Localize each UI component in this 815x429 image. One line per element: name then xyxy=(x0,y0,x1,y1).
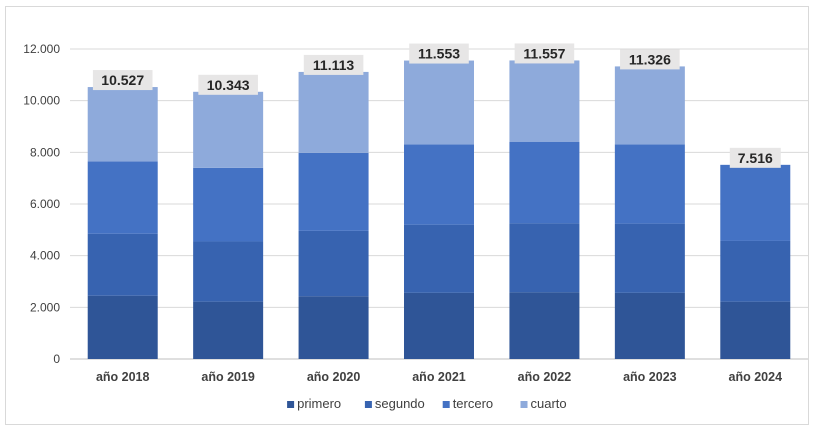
y-tick-label: 12.000 xyxy=(23,42,60,56)
bar-segment-segundo xyxy=(509,223,580,293)
total-label: 11.113 xyxy=(313,57,354,73)
total-label-box xyxy=(409,43,469,64)
bar-segment-cuarto xyxy=(87,87,158,162)
legend-label: segundo xyxy=(375,396,425,411)
bar-segment-primero xyxy=(404,292,474,359)
legend-label: cuarto xyxy=(531,396,567,411)
y-tick-label: 8.000 xyxy=(30,145,60,159)
legend-label: tercero xyxy=(453,396,493,411)
legend-swatch-tercero xyxy=(442,401,450,408)
total-label: 7.516 xyxy=(738,150,773,166)
total-label-box xyxy=(729,147,781,168)
bar-segment-cuarto xyxy=(298,71,369,153)
legend-label: primero xyxy=(297,396,341,411)
bar-segment-primero xyxy=(509,292,580,359)
bar-segment-primero xyxy=(298,296,369,359)
bar-segment-tercero xyxy=(87,161,158,234)
total-label-box xyxy=(514,43,575,64)
x-category-label: año 2024 xyxy=(729,370,783,384)
total-label: 10.527 xyxy=(101,72,144,88)
y-tick-label: 10.000 xyxy=(23,94,60,108)
y-tick-label: 2.000 xyxy=(30,300,60,314)
bar-segment-tercero xyxy=(509,142,580,224)
y-tick-label: 0 xyxy=(53,352,60,366)
bar-segment-cuarto xyxy=(404,60,474,145)
total-label-box xyxy=(198,74,258,95)
bar-segment-primero xyxy=(720,301,791,359)
x-category-label: año 2020 xyxy=(307,370,361,384)
total-label: 11.553 xyxy=(418,46,460,62)
bar-segment-tercero xyxy=(614,144,685,224)
x-category-label: año 2023 xyxy=(623,370,677,384)
bar-segment-cuarto xyxy=(614,66,685,145)
bar-segment-segundo xyxy=(614,223,685,293)
y-tick-label: 6.000 xyxy=(30,197,60,211)
x-category-label: año 2018 xyxy=(96,370,150,384)
total-label: 10.343 xyxy=(207,77,250,93)
y-tick-label: 4.000 xyxy=(30,249,60,263)
bar-segment-segundo xyxy=(298,230,369,297)
bar-segment-tercero xyxy=(193,167,264,242)
bar-segment-tercero xyxy=(298,152,369,231)
total-label: 11.326 xyxy=(629,51,671,67)
bar-segment-tercero xyxy=(404,144,474,225)
total-label-box xyxy=(92,70,153,91)
bar-segment-primero xyxy=(87,295,158,359)
x-category-label: año 2022 xyxy=(518,370,572,384)
bar-segment-primero xyxy=(614,292,685,359)
bar-segment-segundo xyxy=(720,240,791,302)
legend-swatch-primero xyxy=(287,401,295,408)
x-category-label: año 2021 xyxy=(412,370,466,384)
bar-segment-cuarto xyxy=(509,60,580,142)
bar-segment-segundo xyxy=(193,241,264,302)
total-label-box xyxy=(620,49,680,70)
x-category-label: año 2019 xyxy=(201,370,255,384)
bar-segment-segundo xyxy=(87,233,158,296)
bar-segment-segundo xyxy=(404,224,474,293)
bar-segment-primero xyxy=(193,301,264,359)
bar-segment-tercero xyxy=(720,164,791,241)
bar-segment-cuarto xyxy=(193,91,264,168)
total-label-box xyxy=(303,54,364,75)
total-label: 11.557 xyxy=(523,45,565,61)
legend-swatch-cuarto xyxy=(520,401,528,408)
legend-swatch-segundo xyxy=(364,401,372,408)
